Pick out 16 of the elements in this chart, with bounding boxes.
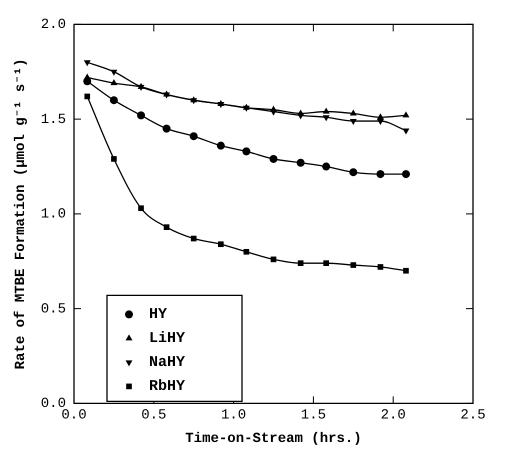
legend-label: NaHY xyxy=(149,354,186,372)
legend-label: HY xyxy=(149,306,168,324)
y-tick-label: 0.5 xyxy=(40,301,66,318)
x-tick-label: 2.5 xyxy=(460,408,486,424)
x-axis-title: Time-on-Stream (hrs.) xyxy=(185,431,362,448)
x-tick-label: 1.5 xyxy=(300,408,326,424)
x-tick-label: 2.0 xyxy=(380,408,406,424)
legend-label: RbHY xyxy=(149,378,186,396)
y-tick-label: 1.0 xyxy=(40,206,66,223)
x-tick-label: 0.5 xyxy=(141,408,166,424)
y-tick-label: 1.5 xyxy=(40,112,66,128)
y-axis-title: Rate of MTBE Formation (μmol g⁻¹ s⁻¹) xyxy=(12,58,29,370)
x-tick-label: 0.0 xyxy=(61,408,87,424)
legend-label: LiHY xyxy=(149,330,186,348)
y-tick-label: 2.0 xyxy=(40,17,66,34)
x-tick-label: 1.0 xyxy=(220,408,246,424)
